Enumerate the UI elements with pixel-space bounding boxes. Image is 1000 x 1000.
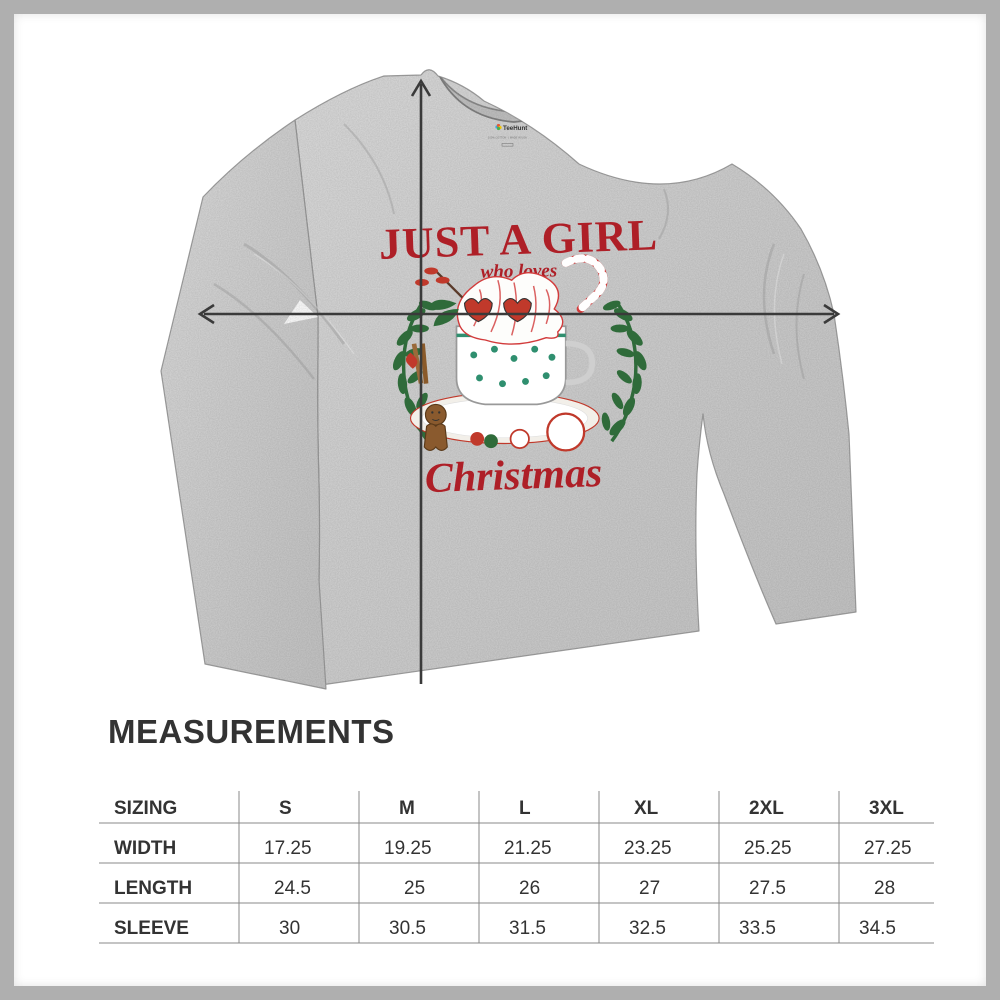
svg-text:WIDTH: WIDTH	[114, 838, 176, 859]
svg-text:30.5: 30.5	[389, 918, 426, 939]
svg-text:27.25: 27.25	[864, 838, 912, 859]
svg-text:2XL: 2XL	[749, 798, 784, 819]
svg-text:S: S	[279, 798, 292, 819]
svg-text:26: 26	[519, 878, 540, 899]
svg-text:SIZING: SIZING	[114, 798, 177, 819]
svg-text:32.5: 32.5	[629, 918, 666, 939]
svg-text:25: 25	[404, 878, 425, 899]
svg-text:24.5: 24.5	[274, 878, 311, 899]
svg-text:MEASUREMENTS: MEASUREMENTS	[108, 713, 395, 750]
svg-text:27.5: 27.5	[749, 878, 786, 899]
svg-text:3XL: 3XL	[869, 798, 904, 819]
svg-text:LENGTH: LENGTH	[114, 878, 192, 899]
svg-text:28: 28	[874, 878, 895, 899]
svg-text:L: L	[519, 798, 531, 819]
svg-text:23.25: 23.25	[624, 838, 672, 859]
svg-text:Christmas: Christmas	[424, 450, 603, 502]
svg-text:17.25: 17.25	[264, 838, 312, 859]
svg-text:XL: XL	[634, 798, 659, 819]
svg-text:21.25: 21.25	[504, 838, 552, 859]
svg-text:SLEEVE: SLEEVE	[114, 918, 189, 939]
svg-text:30: 30	[279, 918, 300, 939]
svg-text:34.5: 34.5	[859, 918, 896, 939]
svg-text:33.5: 33.5	[739, 918, 776, 939]
svg-text:M: M	[399, 798, 415, 819]
svg-text:19.25: 19.25	[384, 838, 432, 859]
svg-text:25.25: 25.25	[744, 838, 792, 859]
svg-text:31.5: 31.5	[509, 918, 546, 939]
svg-text:TeeHunt: TeeHunt	[503, 125, 527, 132]
svg-text:100% COTTON | MADE IN USA: 100% COTTON | MADE IN USA	[488, 136, 527, 140]
svg-text:27: 27	[639, 878, 660, 899]
